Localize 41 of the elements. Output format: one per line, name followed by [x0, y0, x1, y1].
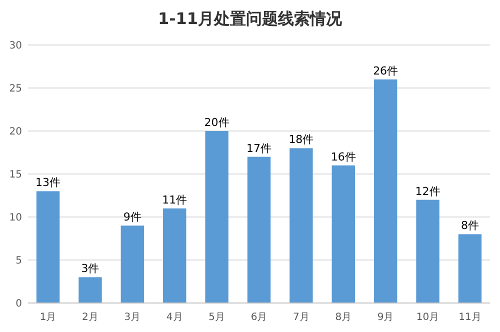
- data-label: 3件: [81, 262, 100, 276]
- bar: [458, 234, 482, 303]
- y-tick-label: 15: [9, 170, 22, 180]
- data-label: 11件: [162, 193, 188, 206]
- x-tick-label: 4月: [166, 312, 183, 323]
- x-tick-label: 11月: [458, 312, 482, 323]
- y-tick-label: 25: [9, 84, 22, 94]
- data-label: 17件: [246, 142, 272, 155]
- data-label: 16件: [330, 150, 356, 164]
- y-tick-label: 5: [16, 256, 22, 266]
- bar: [247, 156, 271, 303]
- bar: [416, 200, 440, 303]
- data-label: 12件: [415, 184, 440, 198]
- x-tick-label: 5月: [208, 312, 225, 323]
- bar: [205, 131, 228, 303]
- x-tick-label: 2月: [82, 312, 98, 323]
- data-label: 18件: [288, 133, 314, 146]
- data-label: 13件: [36, 176, 61, 190]
- x-tick-label: 1月: [40, 312, 56, 323]
- bar: [163, 208, 186, 303]
- bar: [332, 165, 355, 303]
- bar: [36, 191, 60, 303]
- y-tick-label: 0: [16, 298, 22, 310]
- x-tick-label: 8月: [335, 312, 352, 323]
- bar: [78, 277, 102, 303]
- x-tick-label: 3月: [124, 312, 141, 323]
- y-tick-label: 30: [9, 40, 22, 52]
- y-tick-label: 20: [9, 126, 22, 138]
- data-label: 9件: [123, 210, 142, 224]
- bar: [290, 148, 313, 303]
- x-tick-label: 9月: [377, 312, 394, 323]
- bar: [374, 79, 398, 303]
- x-tick-label: 7月: [293, 312, 310, 323]
- data-label: 20件: [204, 116, 230, 129]
- x-tick-label: 6月: [250, 312, 268, 323]
- data-label: 8件: [460, 219, 479, 232]
- bar: [120, 226, 144, 303]
- data-label: 26件: [373, 64, 398, 78]
- y-tick-label: 10: [9, 212, 22, 224]
- x-tick-label: 10月: [416, 312, 440, 323]
- chart-title: 1-11月处置问题线索情况: [158, 9, 344, 28]
